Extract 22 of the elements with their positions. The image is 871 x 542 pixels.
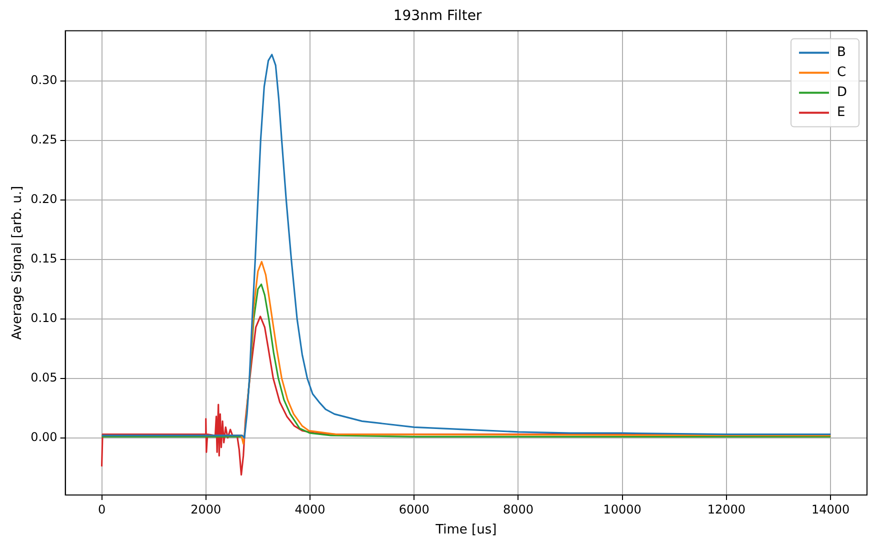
chart-title: 193nm Filter <box>393 8 482 24</box>
y-tick-label: 0.25 <box>30 132 58 146</box>
x-tick-label: 10000 <box>603 502 642 516</box>
y-tick-label: 0.05 <box>30 370 58 384</box>
y-tick-label: 0.10 <box>30 310 58 325</box>
x-tick-label: 12000 <box>707 502 746 516</box>
legend-label: E <box>836 105 846 120</box>
y-tick-label: 0.20 <box>30 192 58 206</box>
y-tick-label: 0.15 <box>30 251 58 266</box>
y-axis-title: Average Signal [arb. u.] <box>10 186 26 340</box>
y-tick-label: 0.30 <box>30 72 58 87</box>
x-tick-label: 8000 <box>502 502 534 516</box>
x-tick-label: 14000 <box>811 502 850 516</box>
x-tick-label: 2000 <box>190 502 222 516</box>
x-tick-label: 4000 <box>294 502 326 516</box>
y-tick-label: 0.00 <box>30 430 58 444</box>
x-axis-title: Time [us] <box>434 522 497 538</box>
legend-label: B <box>836 45 846 60</box>
legend-label: D <box>836 85 848 100</box>
x-tick-label: 0 <box>98 502 106 516</box>
legend-label: C <box>836 65 846 80</box>
x-tick-label: 6000 <box>398 502 430 516</box>
